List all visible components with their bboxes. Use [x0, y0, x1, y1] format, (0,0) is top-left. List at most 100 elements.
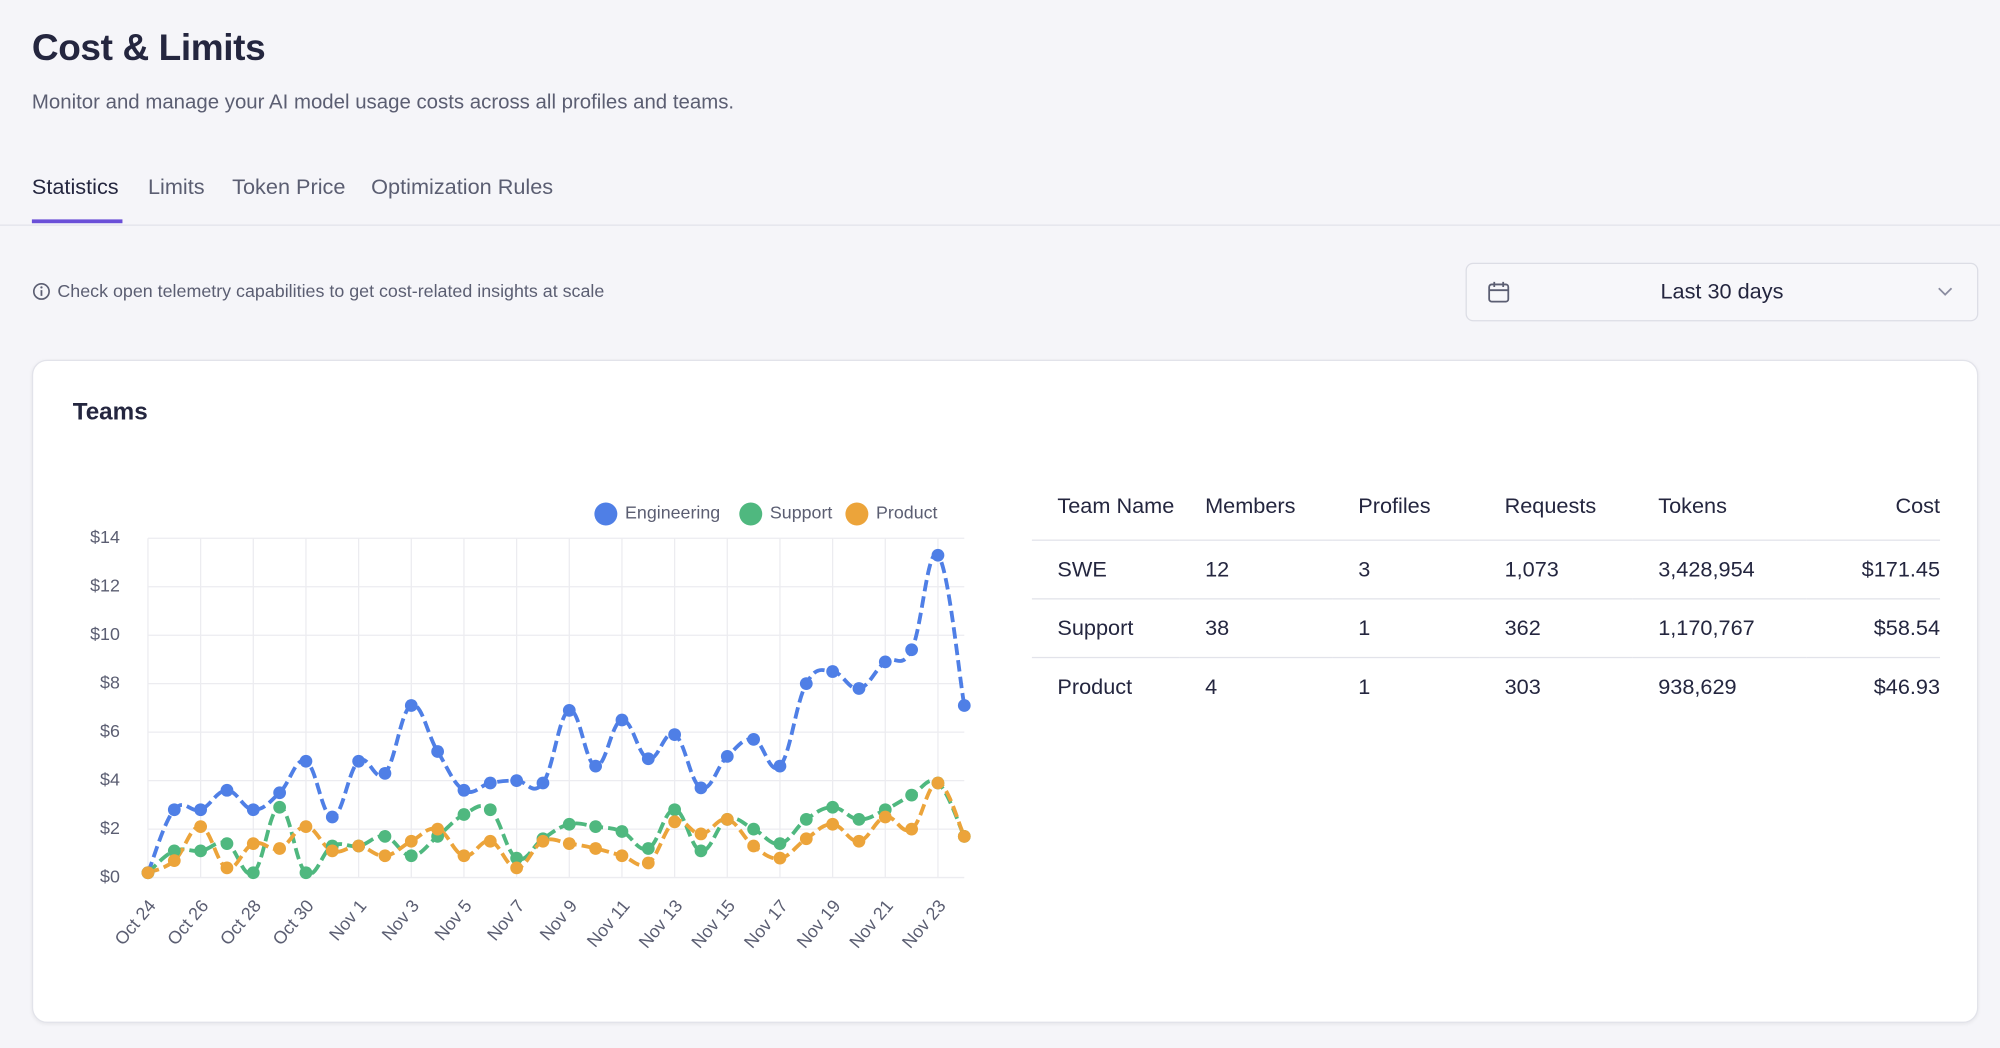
data-point: [589, 842, 602, 855]
tab[interactable]: Token Price: [232, 174, 346, 199]
column-header: Profiles: [1332, 473, 1480, 541]
data-point: [826, 817, 839, 831]
data-point: [246, 803, 260, 817]
table-row: SWE 12 3 1,073 3,428,954 $171.45: [1031, 540, 1941, 600]
data-point: [905, 822, 918, 836]
column-header: Cost: [1805, 473, 1941, 541]
x-tick-label: Nov 15: [687, 896, 739, 952]
data-point: [167, 854, 181, 867]
x-tick-label: Oct 30: [269, 896, 318, 949]
data-point: [668, 815, 681, 829]
info-text: Check open telemetry capabilities to get…: [57, 280, 605, 302]
data-point: [878, 810, 892, 824]
tab[interactable]: Optimization Rules: [371, 174, 554, 199]
data-point: [641, 856, 655, 870]
data-point: [404, 849, 418, 863]
y-tick-label: $8: [100, 672, 120, 692]
data-point: [615, 849, 629, 863]
y-tick-label: $4: [100, 769, 120, 789]
chevron-icon: [1938, 287, 1953, 296]
data-point: [747, 733, 760, 746]
data-point: [747, 822, 760, 836]
data-point: [299, 866, 313, 880]
info-icon: [32, 282, 50, 300]
y-tick-label: $10: [90, 624, 120, 644]
page-title: Cost & Limits: [31, 28, 266, 69]
x-tick-label: Nov 21: [845, 896, 897, 952]
data-point: [773, 837, 787, 850]
data-point: [483, 803, 497, 817]
data-point: [510, 774, 524, 787]
table-row: Support 38 1 362 1,170,767 $58.54: [1031, 598, 1941, 659]
data-point: [457, 808, 471, 821]
data-point: [325, 844, 339, 858]
data-point: [273, 786, 287, 800]
y-tick-label: $2: [100, 818, 120, 838]
table-cell: $46.93: [1873, 674, 1941, 699]
tab[interactable]: Limits: [147, 174, 205, 199]
x-tick-label: Oct 26: [163, 896, 212, 949]
y-tick-label: $0: [100, 866, 120, 886]
data-point: [194, 803, 208, 817]
data-point: [615, 713, 629, 727]
legend-swatch: [845, 502, 869, 526]
data-point: [668, 803, 681, 817]
table-body: SWE 12 3 1,073 3,428,954 $171.45 Support 38 1 362…: [1031, 540, 1941, 715]
data-point: [483, 834, 497, 848]
data-point: [220, 783, 234, 797]
x-tick-label: Nov 11: [583, 896, 634, 951]
data-point: [325, 810, 339, 824]
y-tick-label: $6: [100, 721, 120, 741]
x-tick-label: Nov 13: [635, 896, 687, 952]
data-point: [799, 832, 813, 846]
legend-swatch: [594, 502, 618, 526]
x-tick-label: Nov 7: [483, 896, 528, 945]
data-point: [562, 837, 576, 850]
data-point: [773, 851, 787, 865]
data-point: [404, 699, 418, 712]
data-point: [826, 665, 839, 678]
table-cell: SWE: [1031, 540, 1180, 600]
data-point: [799, 677, 813, 691]
data-point: [852, 813, 866, 826]
x-tick-label: Oct 28: [216, 896, 265, 949]
date-range-select[interactable]: Last 30 days: [1465, 262, 1979, 322]
data-point: [799, 813, 813, 826]
teams-card: Teams Team Name Members Profiles Requests To…: [31, 359, 1979, 1023]
data-point: [589, 759, 602, 773]
table-cell: 3: [1332, 540, 1480, 600]
data-point: [431, 822, 445, 836]
calendar-icon: [1488, 281, 1510, 303]
page-subtitle: Monitor and manage your AI model usage c…: [31, 91, 735, 114]
data-point: [720, 813, 734, 826]
data-point: [562, 703, 576, 717]
data-point: [220, 837, 234, 850]
table-cell: 3,428,954: [1632, 540, 1806, 600]
data-point: [826, 800, 839, 814]
data-point: [747, 839, 760, 853]
data-point: [957, 699, 971, 712]
data-point: [641, 842, 655, 855]
legend-label: Engineering: [625, 503, 720, 523]
data-point: [957, 829, 971, 843]
data-point: [562, 817, 576, 831]
table-cell: $171.45: [1805, 540, 1941, 600]
data-point: [457, 849, 471, 863]
data-point: [299, 754, 313, 768]
data-point: [378, 849, 392, 863]
x-tick-label: Nov 3: [378, 896, 423, 945]
y-tick-label: $12: [90, 575, 120, 595]
data-point: [352, 754, 366, 768]
data-point: [378, 829, 392, 843]
data-point: [457, 783, 471, 797]
data-point: [404, 834, 418, 848]
data-point: [694, 781, 708, 795]
data-point: [431, 745, 445, 758]
card-title: Teams: [72, 399, 148, 427]
data-point: [273, 800, 287, 814]
data-point: [720, 749, 734, 763]
tab[interactable]: Statistics: [31, 174, 119, 199]
table-cell: 1: [1358, 674, 1371, 699]
